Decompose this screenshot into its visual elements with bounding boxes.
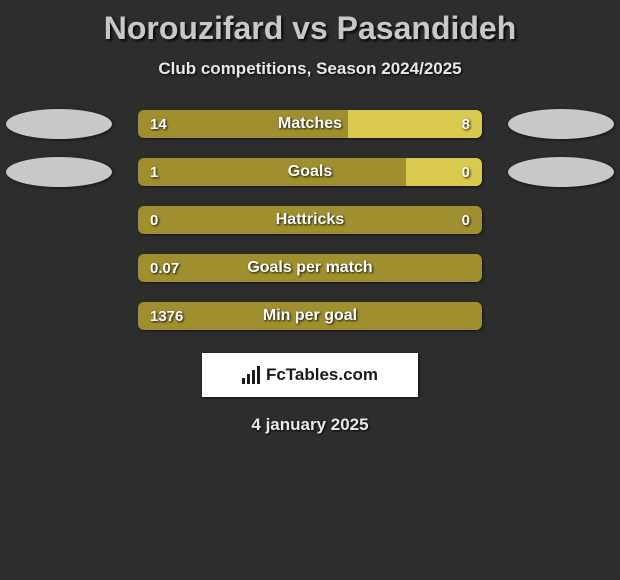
stat-label: Min per goal	[138, 302, 482, 330]
stat-label: Hattricks	[138, 206, 482, 234]
stat-row: 1 Goals 0	[0, 157, 620, 187]
player-marker-left	[6, 157, 112, 187]
player-marker-right	[508, 109, 614, 139]
logo-box: FcTables.com	[202, 353, 418, 397]
logo-text: FcTables.com	[266, 365, 378, 385]
comparison-widget: Norouzifard vs Pasandideh Club competiti…	[0, 0, 620, 435]
stat-value-right: 8	[462, 110, 470, 138]
stat-row: 0 Hattricks 0	[0, 205, 620, 235]
stat-rows: 14 Matches 8 1 Goals 0 0 Hattr	[0, 109, 620, 331]
stat-row: 1376 Min per goal	[0, 301, 620, 331]
stat-bar: 1376 Min per goal	[138, 302, 482, 330]
player-marker-right	[508, 157, 614, 187]
player-marker-left	[6, 109, 112, 139]
stat-label: Matches	[138, 110, 482, 138]
stat-bar: 1 Goals 0	[138, 158, 482, 186]
subtitle: Club competitions, Season 2024/2025	[0, 59, 620, 79]
stat-bar: 0 Hattricks 0	[138, 206, 482, 234]
stat-row: 0.07 Goals per match	[0, 253, 620, 283]
stat-row: 14 Matches 8	[0, 109, 620, 139]
chart-icon	[242, 366, 260, 384]
stat-label: Goals	[138, 158, 482, 186]
stat-label: Goals per match	[138, 254, 482, 282]
stat-value-right: 0	[462, 206, 470, 234]
stat-value-right: 0	[462, 158, 470, 186]
stat-bar: 14 Matches 8	[138, 110, 482, 138]
stat-bar: 0.07 Goals per match	[138, 254, 482, 282]
date-label: 4 january 2025	[0, 415, 620, 435]
page-title: Norouzifard vs Pasandideh	[0, 10, 620, 47]
